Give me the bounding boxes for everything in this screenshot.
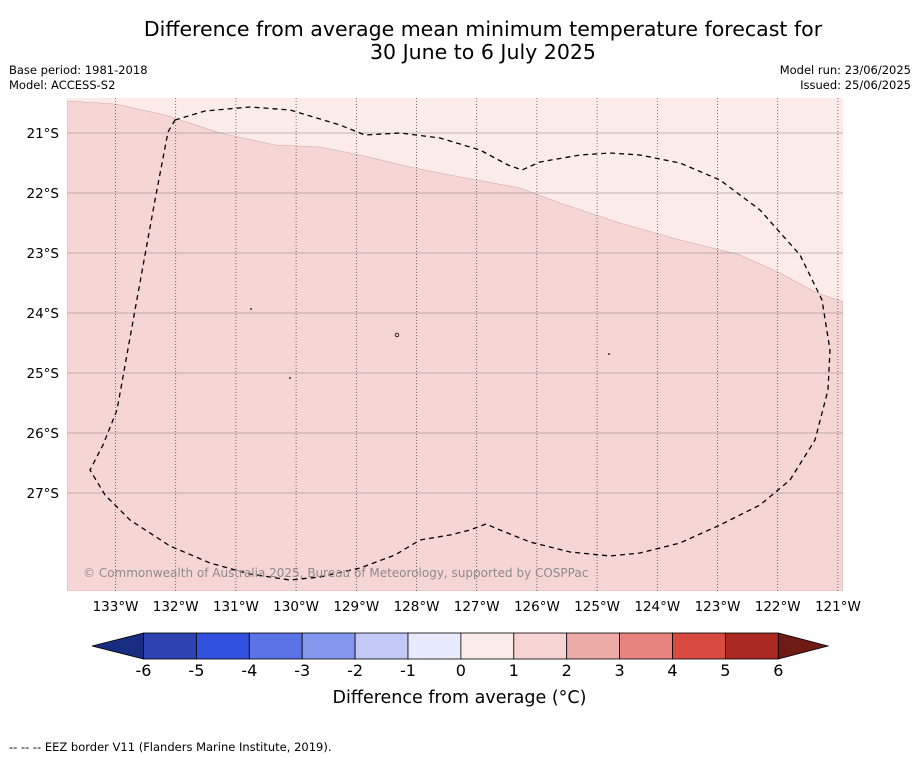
eez-border [89,106,831,581]
colorbar-tick-label: -2 [347,661,363,680]
colorbar-tick-label: -3 [294,661,310,680]
colorbar-tick-label: 1 [509,661,519,680]
latitude-label: 21°S [27,126,60,142]
colorbar-swatch [354,632,409,660]
longitude-label: 130°W [273,599,319,615]
colorbar-swatch [407,632,462,660]
island-marker [608,353,610,355]
colorbar-swatch [143,632,197,660]
graticule [67,98,843,591]
meta-right: Model run: 23/06/2025 Issued: 25/06/2025 [780,63,911,93]
issued-date: Issued: 25/06/2025 [800,78,911,92]
colorbar-min-extension [91,632,144,660]
longitude-label: 126°W [514,599,560,615]
colorbar-tick-label: 6 [773,661,783,680]
colorbar-tick-label: 4 [667,661,677,680]
map-area: © Commonwealth of Australia 2025, Bureau… [67,98,843,591]
longitude-label: 127°W [454,599,500,615]
longitude-label: 128°W [394,599,440,615]
colorbar-tick-label: 5 [720,661,730,680]
eez-footnote: -- -- -- EEZ border V11 (Flanders Marine… [9,740,332,754]
title-line-1: Difference from average mean minimum tem… [143,17,823,41]
colorbar-tick-label: -1 [400,661,416,680]
latitude-label: 23°S [27,246,60,262]
longitude-label: 131°W [213,599,259,615]
longitude-label: 125°W [574,599,620,615]
anomaly-1-to-2-region [67,100,843,591]
longitude-label: 123°W [695,599,741,615]
colorbar-max-extension [777,632,830,660]
colorbar-tick-label: -6 [136,661,152,680]
colorbar-swatch [248,632,303,660]
colorbar-label: Difference from average (°C) [332,688,587,708]
latitude-label: 27°S [27,486,60,502]
colorbar-swatch [566,632,621,660]
title-line-2: 30 June to 6 July 2025 [370,40,596,64]
longitude-label: 132°W [153,599,199,615]
longitude-label: 121°W [815,599,861,615]
longitude-label: 133°W [93,599,139,615]
chart-title: Difference from average mean minimum tem… [0,18,919,64]
latitude-label: 22°S [27,186,60,202]
island-marker [250,308,252,310]
island-marker [394,332,400,338]
colorbar: -6 -5 -4 -3 -2 -1 0 1 2 3 4 5 6 [91,632,830,680]
colorbar-swatch [513,632,568,660]
longitude-label: 122°W [755,599,801,615]
island-marker [289,377,291,379]
colorbar-swatch [619,632,673,660]
colorbar-tick-label: 0 [456,661,466,680]
meta-left: Base period: 1981-2018 Model: ACCESS-S2 [9,63,148,93]
latitude-label: 26°S [27,426,60,442]
colorbar-swatch [672,632,726,660]
colorbar-swatch [301,632,356,660]
latitude-labels: 21°S 22°S 23°S 24°S 25°S 26°S 27°S [27,126,60,502]
colorbar-tick-label: 2 [562,661,572,680]
latitude-label: 25°S [27,366,60,382]
longitude-label: 129°W [333,599,379,615]
colorbar-tick-label: -4 [241,661,257,680]
latitude-label: 24°S [27,306,60,322]
longitude-label: 124°W [634,599,680,615]
base-period: Base period: 1981-2018 [9,63,148,77]
island-markers [250,308,610,379]
colorbar-tick-label: 3 [615,661,625,680]
longitude-labels: 133°W 132°W 131°W 130°W 129°W 128°W 127°W 126°W… [93,599,861,615]
model-run: Model run: 23/06/2025 [779,63,911,77]
colorbar-tick-label: -5 [188,661,204,680]
copyright-watermark: © Commonwealth of Australia 2025, Bureau… [83,566,588,580]
colorbar-swatch [460,632,515,660]
model-name: Model: ACCESS-S2 [9,78,116,92]
colorbar-swatch [195,632,250,660]
colorbar-swatch [725,632,779,660]
